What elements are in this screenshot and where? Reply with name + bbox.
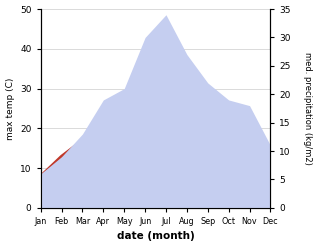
Y-axis label: max temp (C): max temp (C) xyxy=(5,77,15,140)
X-axis label: date (month): date (month) xyxy=(117,231,194,242)
Y-axis label: med. precipitation (kg/m2): med. precipitation (kg/m2) xyxy=(303,52,313,165)
